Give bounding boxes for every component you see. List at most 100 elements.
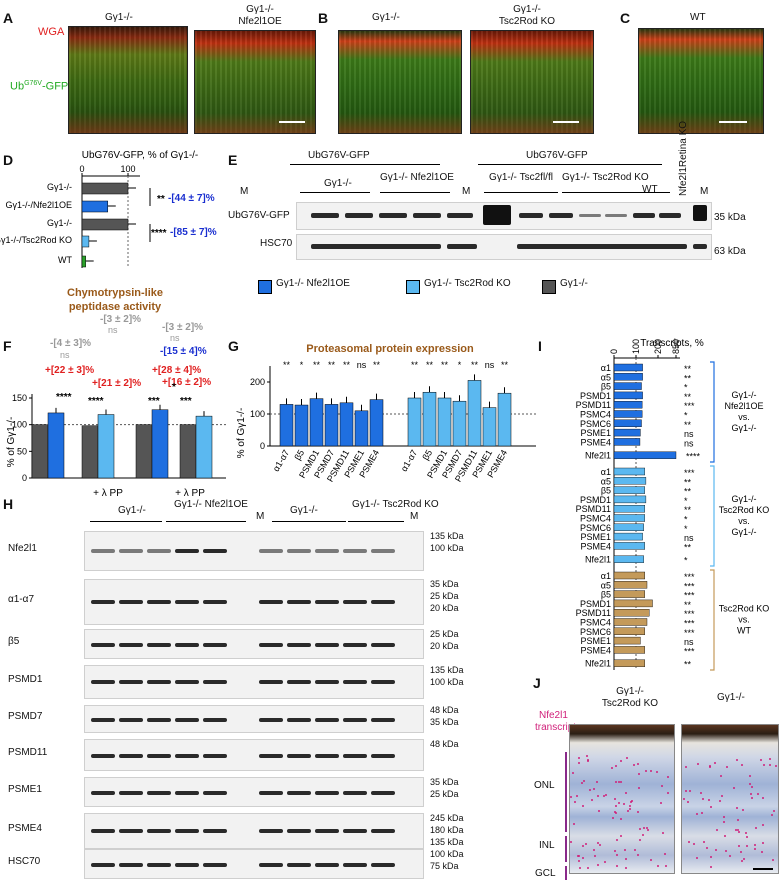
panel-d-tick-0: 0 [79,164,84,174]
transcript-dot [637,763,639,765]
transcript-dot [605,794,607,796]
transcript-dot [685,766,687,768]
panel-i-bar-1-2 [613,486,645,494]
panel-f-ann-grey1: -[3 ± 2]% [100,314,141,325]
micrograph-b-tsc2 [470,30,594,134]
panel-e-lane-wt: WT [642,184,658,195]
panel-d-chart: UbG76V-GFP, % of Gγ1-/- 0 100 Gγ1-/- Gγ1… [0,150,217,268]
panel-i-group-label-0-1: Nfe2l1OE [724,401,763,411]
panel-i-group-label-0-0: Gγ1-/- [731,390,756,400]
panel-f-ann-red4: +[16 ± 2]% [162,377,211,388]
panel-i-sig-1-1: ** [684,477,692,487]
panel-e-lane-tscko: Gγ1-/- Tsc2Rod KO [562,172,649,183]
panel-j-title2: Gγ1-/- [717,692,745,703]
panel-f-ann-ns1: ns [108,325,118,335]
panel-f-ann-red2: +[21 ± 2]% [92,378,141,389]
blot-h-5 [84,739,424,771]
blot-h-4-band-0 [91,718,115,722]
panel-f-ann-ns2: ns [60,350,70,360]
transcript-dot [611,767,613,769]
panel-i-cat-0-7: PSME1 [580,428,611,438]
blot-h-1-band-8 [315,600,339,604]
blot-h-3-band-2 [147,680,171,684]
panel-j-gcl: GCL [535,868,556,879]
panel-i-bar-2-4 [613,609,650,617]
transcript-dot [741,764,743,766]
blot-h-0-band-1 [119,549,143,553]
panel-g-nfe-bar-3 [324,404,339,447]
panel-f-yticklabel-1: 50 [17,446,27,456]
panel-f-bar-ctrl-3 [179,424,197,479]
transcript-dot [667,776,669,778]
panel-g-tsc-bar-2 [437,397,452,447]
panel-i-bar-2-2 [613,590,645,598]
blot-h-4-band-8 [315,718,339,722]
transcript-dot [755,827,757,829]
blot-h-7-band-7 [287,829,311,833]
transcript-dot [616,839,618,841]
panel-i-cat-1-9: Nfe2l1 [585,555,611,565]
blot-h-0-band-7 [287,549,311,553]
transcript-dot [612,817,614,819]
panel-b-img2-title-l2: Tsc2Rod KO [498,16,556,27]
panel-d-row-1: Gγ1-/-/Nfe2l1OE [5,200,72,210]
panel-i-group-label-0-2: vs. [738,412,750,422]
transcript-dot [708,799,710,801]
transcript-dot [724,835,726,837]
transcript-dot [625,792,627,794]
blot-h-4-band-10 [371,718,395,722]
panel-i-bar-1-4 [613,504,645,513]
panel-i-bar-2-0 [613,571,645,580]
panel-h-kda-5-0: 48 kDa [430,739,459,749]
panel-e-group2: UbG76V-GFP [526,150,588,161]
transcript-dot [746,845,748,847]
panel-g-nfe-bar-1 [294,404,309,447]
panel-i-bar-1-7 [613,532,643,541]
transcript-dot [700,792,702,794]
blot-h-4-band-6 [259,718,283,722]
transcript-dot [706,847,708,849]
panel-i-sig-1-5: * [684,515,688,525]
transcript-dot [763,764,765,766]
panel-g-tsc-bar-0 [407,397,422,447]
transcript-dot [625,867,627,869]
panel-g-tsc-cat-1: β5 [420,448,434,462]
panel-g-nfe-sig-0: ** [283,360,291,370]
transcript-dot [737,829,739,831]
blot-h-4-band-3 [175,718,199,722]
panel-i-sig-1-6: * [684,524,688,534]
panel-e-lane-nfe: Gγ1-/- Nfe2l1OE [380,172,454,183]
panel-i-group-label-1-1: Tsc2Rod KO [719,505,770,515]
panel-i-sig-0-1: ** [684,373,692,383]
panel-i-cat-0-2: β5 [601,382,611,392]
panel-i-cat-0-1: α5 [601,372,611,382]
panel-i-bar-2-8 [613,646,645,654]
panel-b-img2-title-l1: Gγ1-/- [513,4,541,15]
transcript-dot [762,842,764,844]
panel-i-cat-0-3: PSMD1 [580,391,611,401]
panel-e-lane-m2: M [462,186,471,197]
panel-i-sig-2-1: *** [684,581,695,591]
transcript-dot [662,832,664,834]
panel-label-h: H [3,496,14,512]
panel-h-row-label-6: PSME1 [8,784,42,795]
blot-h-7-band-1 [119,829,143,833]
blot-h-4-band-1 [119,718,143,722]
panel-label-j: J [533,675,541,691]
panel-i-sig-0-5: * [684,411,688,421]
blot-h-6-band-1 [119,791,143,795]
blot-h-1-band-9 [343,600,367,604]
blot-h-3-band-10 [371,680,395,684]
panel-g-nfe-bar-0 [279,404,294,447]
transcript-dot [620,818,622,820]
transcript-dot [723,816,725,818]
transcript-dot [615,781,617,783]
transcript-dot [743,858,745,860]
blot-h-2-band-8 [315,643,339,647]
panel-h-kda-2-0: 25 kDa [430,629,459,639]
panel-i-bar-0-6 [613,419,642,428]
panel-h-kda-7-1: 180 kDa [430,825,464,835]
panel-i-cat-1-3: PSMD1 [580,495,611,505]
panel-h-row-label-7: PSME4 [8,823,42,834]
transcript-dot [710,856,712,858]
